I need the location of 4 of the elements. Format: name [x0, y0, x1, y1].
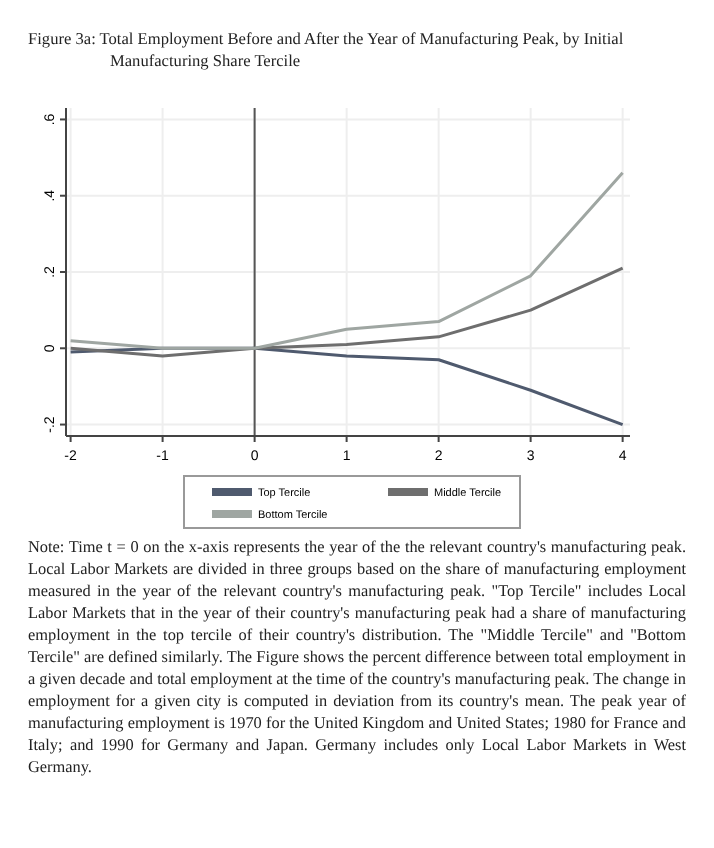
line-series: [69, 266, 625, 358]
text: Note: Time t = 0 on the x-axis represents the year of the the relevant country's manufacturing peak. Local Labor Markets are divided in three groups based on the share of manufacturing employment measured in the year of the relevant country's manufacturing peak. "Top Tercile" includes Local Labor Markets that in the year of their country's manufacturing peak had a share of manufacturing employment in the top tercile of their country's distribution. The "Middle Tercile" and "Bottom Tercile" are defined similarly. The Figure shows the percent difference between total employment in a given decade and total employment at the time of the country's manufacturing peak. The change in employment for a given city is computed in deviation from its country's mean. The peak year of manufacturing employment is 1970 for the United Kingdom and United States; 1980 for France and Italy; and 1990 for Germany and Japan. Germany includes only Local Labor Markets in West Germany.: [28, 538, 686, 776]
chart-title: Figure 3a: Total Employment Before and After the Year of Manufacturing Peak, by Initial Manufacturing Share Tercile: [26, 28, 626, 72]
line-series: [69, 171, 625, 350]
